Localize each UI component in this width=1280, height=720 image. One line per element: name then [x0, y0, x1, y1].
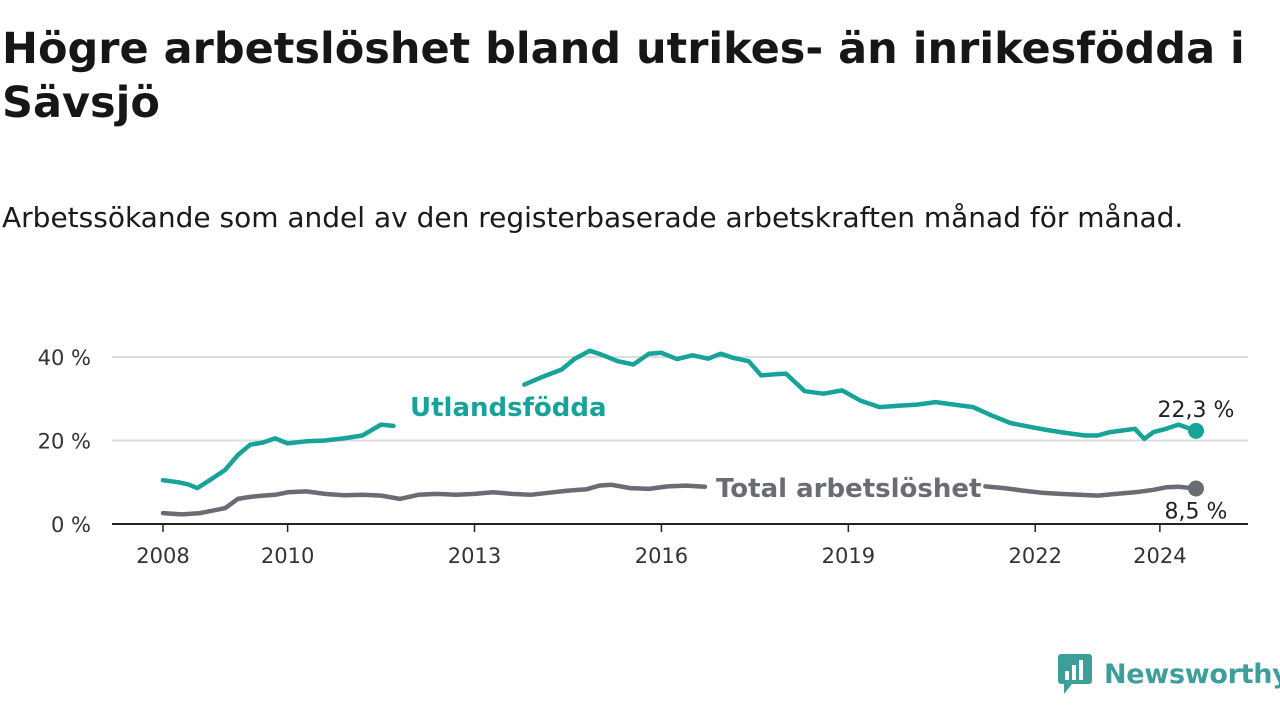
end-value-label-utlandsfodda: 22,3 %: [1158, 398, 1235, 423]
end-point-total-arbetsloshet: [1188, 480, 1204, 497]
x-tick-label: 2016: [635, 544, 688, 568]
end-value-label-total-arbetsloshet: 8,5 %: [1165, 500, 1228, 525]
series-line-utlandsfodda: [160, 422, 396, 491]
brand-name: Newsworthy: [1104, 658, 1280, 690]
chart-title: Högre arbetslöshet bland utrikes- än inr…: [2, 24, 1245, 128]
x-tick-label: 2010: [261, 544, 314, 568]
x-tick-label: 2022: [1009, 544, 1062, 568]
chart-subtitle: Arbetssökande som andel av den registerb…: [2, 201, 1184, 234]
axes: 0 % 20 % 40 % 2008 2010 2013 2016 2019 2022 2024: [38, 346, 1248, 568]
y-tick-label: 20 %: [38, 430, 91, 454]
gridlines: [112, 356, 1248, 442]
series-labels: 22,3 % Utlandsfödda 8,5 % Total arbetslöshe…: [410, 393, 1234, 525]
series-line-total-arbetsloshet: [160, 482, 708, 517]
end-point-utlandsfodda: [1188, 422, 1204, 439]
newsworthy-brand[interactable]: Newsworthy: [1058, 652, 1280, 696]
y-tick-label: 0 %: [51, 513, 91, 537]
x-tick-label: 2013: [448, 544, 501, 568]
series-line-total-arbetsloshet: [983, 484, 1199, 498]
series-line-utlandsfodda: [522, 348, 1199, 442]
newsworthy-logo-icon: [1058, 654, 1092, 694]
series-label-utlandsfodda: Utlandsfödda: [410, 393, 607, 423]
x-tick-label: 2019: [822, 544, 875, 568]
series-lines: [160, 348, 1204, 517]
series-label-total-arbetsloshet: Total arbetslöshet: [716, 474, 981, 504]
x-tick-label: 2024: [1133, 544, 1186, 568]
x-tick-label: 2008: [136, 544, 189, 568]
y-tick-label: 40 %: [38, 346, 91, 370]
